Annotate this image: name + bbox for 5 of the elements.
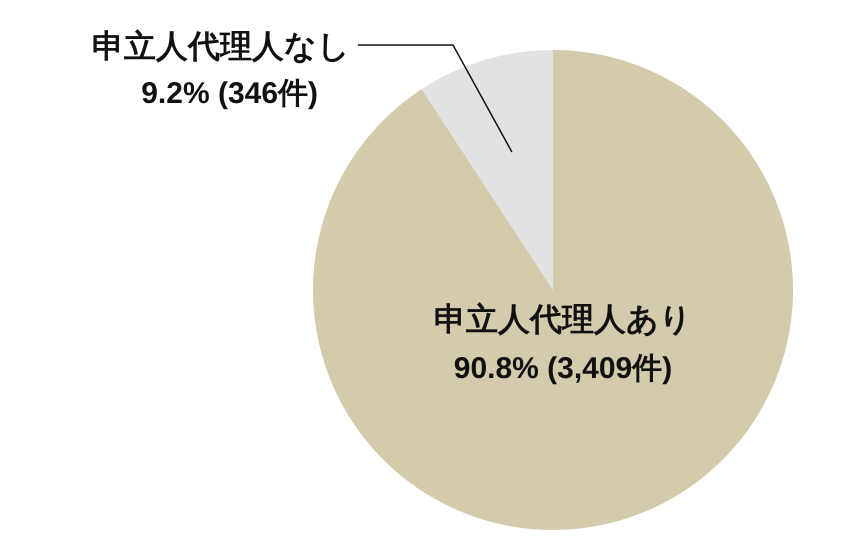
slice-label: 申立人代理人なし bbox=[92, 28, 350, 64]
data-label: 9.2% (346件) bbox=[141, 77, 318, 110]
pie-slice bbox=[422, 50, 553, 290]
slice-label: 申立人代理人あり bbox=[434, 301, 692, 337]
data-label: 90.8% (3,409件) bbox=[454, 352, 672, 385]
